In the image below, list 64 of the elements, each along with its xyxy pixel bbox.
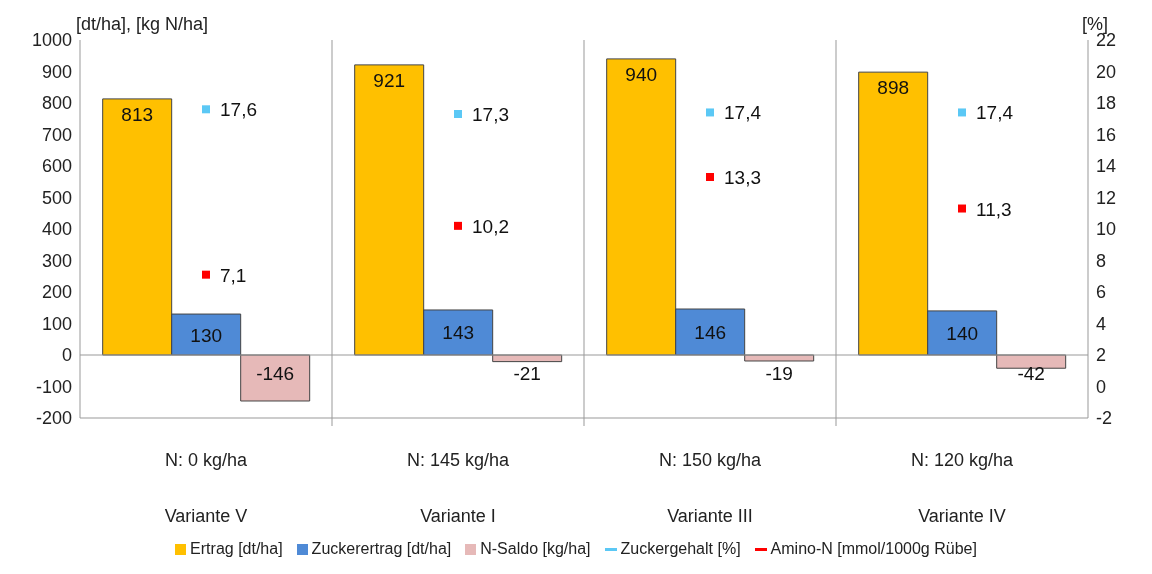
- y-tick-label: -200: [35, 408, 72, 429]
- y2-tick-label: 6: [1096, 282, 1107, 303]
- data-label: 17,3: [472, 104, 509, 126]
- data-label: -21: [513, 363, 541, 384]
- y-tick-label: 500: [41, 187, 72, 208]
- y2-tick-label: 10: [1096, 219, 1117, 240]
- y2-tick-label: 20: [1096, 61, 1117, 82]
- y-tick-label: 900: [41, 61, 72, 82]
- y-tick-label: 0: [61, 345, 72, 366]
- data-label: 13,3: [724, 167, 761, 189]
- category-label: N: 150 kg/ha Variante III: [658, 450, 762, 526]
- y-tick-label: 800: [41, 93, 72, 114]
- y2-tick-label: 2: [1096, 345, 1107, 366]
- y2-tick-label: 14: [1096, 156, 1117, 177]
- point: [706, 173, 714, 182]
- point: [454, 221, 462, 230]
- data-label: 940: [625, 63, 658, 85]
- y2-tick-label: 16: [1096, 124, 1117, 145]
- y2-tick-label: 4: [1096, 313, 1107, 334]
- data-label: 17,4: [724, 102, 762, 124]
- y-tick-label: 300: [41, 250, 72, 271]
- legend-label: Amino-N [mmol/1000g Rübe]: [769, 540, 977, 558]
- data-label: 7,1: [220, 264, 247, 286]
- category-label: N: 145 kg/ha Variante I: [406, 450, 510, 526]
- category-label: N: 120 kg/ha Variante IV: [910, 450, 1014, 526]
- data-label: -146: [256, 363, 295, 384]
- y2-tick-label: 18: [1096, 93, 1117, 114]
- data-label: 17,6: [220, 99, 257, 121]
- point: [202, 270, 210, 279]
- data-label: 130: [190, 324, 223, 346]
- point: [958, 108, 966, 117]
- legend-label: Zuckerertrag [dt/ha]: [310, 540, 452, 558]
- data-label: 11,3: [976, 198, 1012, 220]
- data-label: 10,2: [472, 215, 509, 237]
- y-tick-label: -100: [35, 376, 72, 397]
- legend-label: N-Saldo [kg/ha]: [479, 540, 591, 558]
- legend-label: Ertrag [dt/ha]: [189, 540, 283, 558]
- data-label: -19: [765, 363, 793, 384]
- point: [202, 105, 210, 114]
- legend-label: Zuckergehalt [%]: [619, 540, 741, 558]
- data-label: 143: [442, 322, 475, 344]
- y2-tick-label: 0: [1096, 376, 1107, 397]
- data-label: 140: [946, 322, 979, 344]
- data-label: -42: [1017, 363, 1045, 384]
- point: [958, 204, 966, 213]
- y2-tick-label: 8: [1096, 250, 1107, 271]
- y-tick-label: 700: [41, 124, 72, 145]
- y-tick-label: 100: [41, 313, 72, 334]
- y-tick-label: 1000: [31, 30, 72, 51]
- point: [454, 110, 462, 119]
- y2-tick-label: -2: [1096, 408, 1113, 429]
- y-tick-label: 400: [41, 219, 72, 240]
- y-tick-label: 200: [41, 282, 72, 303]
- data-label: 921: [373, 69, 406, 91]
- y-axis-title: [dt/ha], [kg N/ha]: [76, 14, 209, 35]
- bar: [240, 354, 311, 402]
- data-label: 898: [877, 77, 910, 99]
- y-tick-label: 600: [41, 156, 72, 177]
- data-label: 813: [121, 103, 154, 125]
- data-label: 17,4: [976, 102, 1014, 124]
- data-label: 146: [694, 322, 727, 344]
- y2-tick-label: 12: [1096, 187, 1117, 208]
- point: [706, 108, 714, 117]
- category-label: N: 0 kg/ha Variante V: [164, 450, 248, 526]
